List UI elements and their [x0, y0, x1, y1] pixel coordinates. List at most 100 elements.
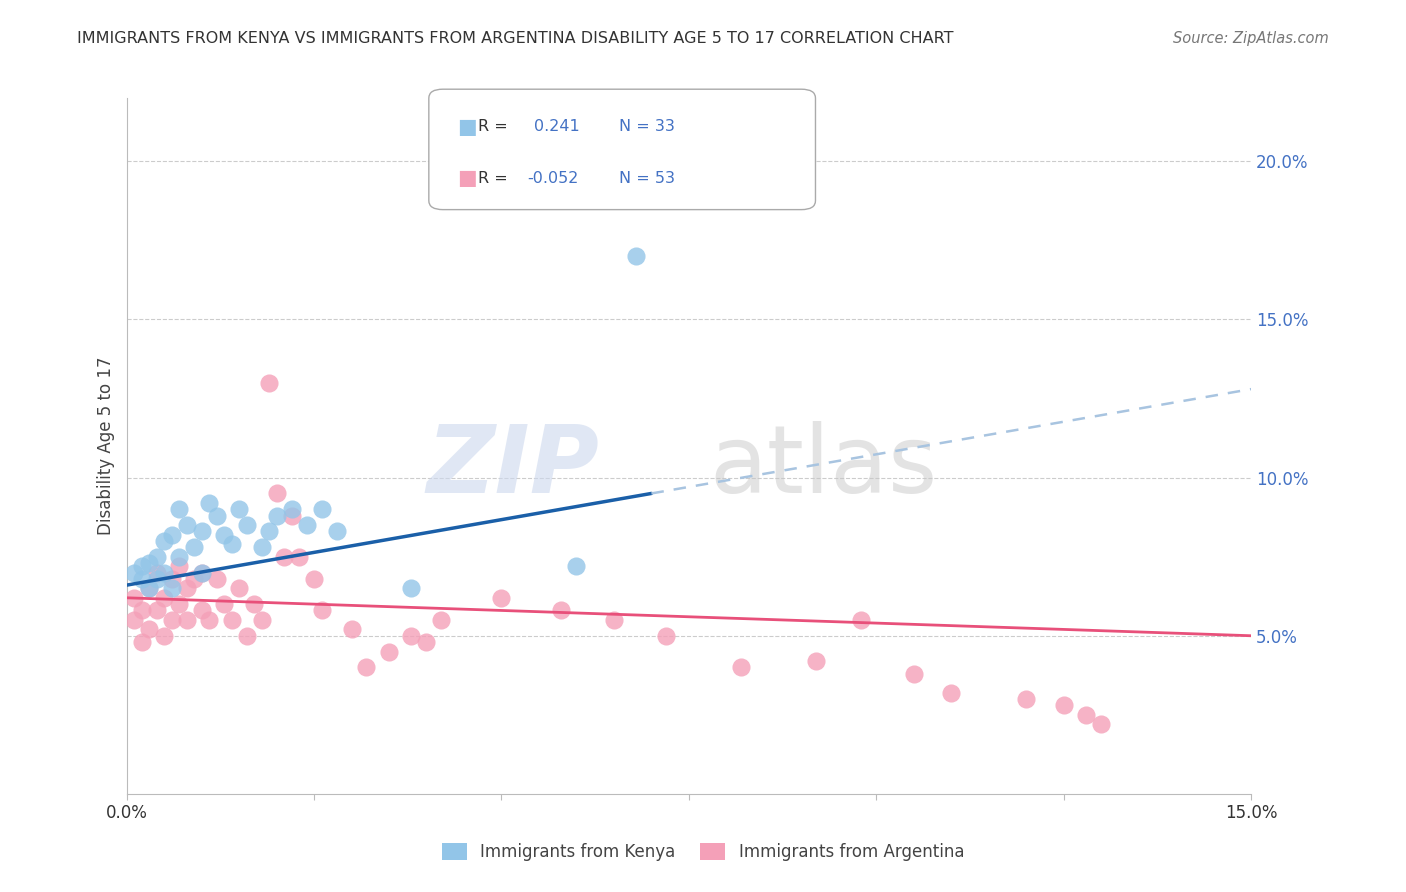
Point [198, 613, 221, 627]
Legend: Immigrants from Kenya, Immigrants from Argentina: Immigrants from Kenya, Immigrants from A… [434, 836, 972, 868]
Point [221, 537, 243, 551]
Point [280, 508, 302, 523]
Point [1053, 698, 1076, 713]
Point [295, 518, 318, 533]
Point [430, 613, 453, 627]
Text: Source: ZipAtlas.com: Source: ZipAtlas.com [1173, 31, 1329, 46]
Y-axis label: Disability Age 5 to 17: Disability Age 5 to 17 [97, 357, 115, 535]
Point [243, 597, 266, 611]
Point [550, 603, 572, 617]
Point [730, 660, 752, 674]
Text: R =: R = [478, 120, 508, 135]
Point [280, 502, 302, 516]
Point [153, 591, 176, 605]
Point [138, 582, 160, 596]
Point [131, 635, 153, 649]
Point [145, 566, 167, 580]
Point [160, 613, 183, 627]
Point [122, 591, 145, 605]
Point [212, 597, 235, 611]
Point [145, 549, 167, 564]
Text: ■: ■ [457, 168, 477, 188]
Point [401, 582, 423, 596]
Point [183, 572, 205, 586]
Point [325, 524, 347, 539]
Point [153, 629, 176, 643]
Point [806, 654, 828, 668]
Text: N = 33: N = 33 [619, 120, 675, 135]
Point [160, 527, 183, 541]
Point [176, 518, 198, 533]
Point [190, 603, 212, 617]
Point [311, 502, 333, 516]
Text: atlas: atlas [710, 421, 938, 513]
Point [903, 666, 925, 681]
Point [153, 533, 176, 548]
Point [266, 486, 288, 500]
Point [122, 566, 145, 580]
Point [167, 549, 190, 564]
Text: -0.052: -0.052 [527, 170, 579, 186]
Point [221, 613, 243, 627]
Point [212, 527, 235, 541]
Point [160, 572, 183, 586]
Point [1090, 717, 1112, 731]
Text: IMMIGRANTS FROM KENYA VS IMMIGRANTS FROM ARGENTINA DISABILITY AGE 5 TO 17 CORREL: IMMIGRANTS FROM KENYA VS IMMIGRANTS FROM… [77, 31, 953, 46]
Point [205, 508, 228, 523]
Point [167, 502, 190, 516]
Point [250, 540, 273, 554]
Point [145, 572, 167, 586]
Point [122, 613, 145, 627]
Point [153, 566, 176, 580]
Point [138, 556, 160, 570]
Point [176, 582, 198, 596]
Point [160, 582, 183, 596]
Point [288, 549, 311, 564]
Point [851, 613, 873, 627]
Point [1015, 692, 1038, 706]
Point [190, 566, 212, 580]
Point [228, 502, 250, 516]
Point [266, 508, 288, 523]
Point [250, 613, 273, 627]
Point [205, 572, 228, 586]
Point [257, 376, 280, 390]
Point [190, 566, 212, 580]
Point [138, 623, 160, 637]
Text: 0.241: 0.241 [534, 120, 581, 135]
Point [131, 572, 153, 586]
Point [340, 623, 363, 637]
Point [491, 591, 513, 605]
Text: ■: ■ [457, 117, 477, 136]
Point [138, 582, 160, 596]
Point [235, 629, 257, 643]
Point [167, 559, 190, 574]
Point [273, 549, 295, 564]
Text: N = 53: N = 53 [619, 170, 675, 186]
Point [131, 559, 153, 574]
Point [941, 686, 963, 700]
Point [176, 613, 198, 627]
Point [228, 582, 250, 596]
Point [401, 629, 423, 643]
Point [235, 518, 257, 533]
Point [145, 603, 167, 617]
Point [198, 496, 221, 510]
Point [626, 249, 648, 263]
Point [311, 603, 333, 617]
Point [1076, 707, 1098, 722]
Point [183, 540, 205, 554]
Text: R =: R = [478, 170, 508, 186]
Text: ZIP: ZIP [426, 421, 599, 513]
Point [603, 613, 626, 627]
Point [356, 660, 378, 674]
Point [378, 644, 401, 658]
Point [131, 603, 153, 617]
Point [302, 572, 325, 586]
Point [655, 629, 678, 643]
Point [190, 524, 212, 539]
Point [415, 635, 437, 649]
Point [167, 597, 190, 611]
Point [565, 559, 588, 574]
Point [257, 524, 280, 539]
